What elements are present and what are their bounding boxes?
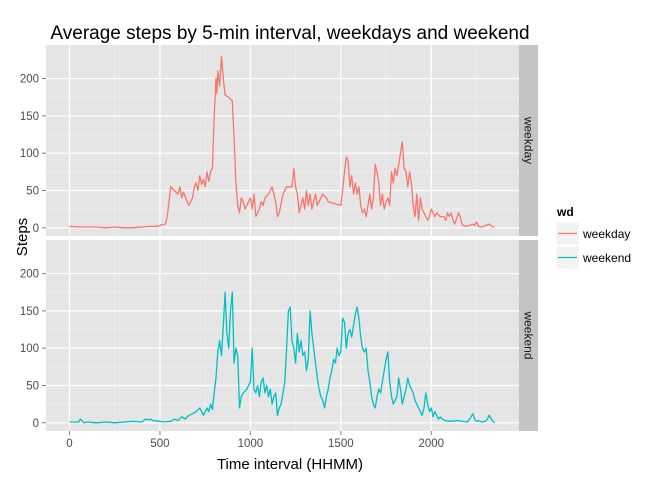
facet-strip-background	[519, 240, 538, 431]
y-axis-title: Steps	[14, 218, 31, 256]
legend-item-weekend: weekend	[555, 245, 631, 270]
x-tick-label: 1000	[238, 438, 264, 450]
facet-strip-weekday: weekday	[519, 45, 538, 236]
facet-strip-label: weekend	[522, 310, 536, 359]
y-tick-label: 100	[20, 148, 39, 160]
facet-strip-background	[519, 45, 538, 236]
facet-strip-label: weekday	[522, 116, 536, 164]
y-tick-label: 200	[20, 74, 39, 86]
x-tick-label: 500	[150, 438, 169, 450]
series-line-weekday	[69, 55, 495, 229]
x-tick-label: 0	[66, 438, 72, 450]
series-line-weekend	[69, 291, 496, 424]
y-tick-label: 0	[33, 418, 39, 430]
chart-panels: 0 50 100 150 200 weekday 0 50 100 150 200 weekend	[20, 45, 538, 431]
x-tick-label: 2000	[418, 438, 444, 450]
legend-title: wd	[556, 205, 574, 219]
facet-panel-weekend: 0 50 100 150 200 weekend	[20, 240, 538, 431]
y-tick-label: 50	[26, 380, 39, 392]
y-tick-label: 100	[20, 343, 39, 355]
y-tick-label: 150	[20, 111, 39, 123]
y-tick-label: 0	[33, 223, 39, 235]
panel-background	[46, 45, 519, 236]
y-tick-label: 50	[26, 185, 39, 197]
legend: wd weekday weekend	[555, 205, 631, 270]
chart-title: Average steps by 5-min interval, weekday…	[50, 23, 529, 44]
facet-strip-weekend: weekend	[519, 240, 538, 431]
x-axis: 0 500 1000 1500 2000	[66, 431, 444, 450]
y-tick-label: 150	[20, 306, 39, 318]
legend-label: weekday	[582, 227, 630, 241]
legend-label: weekend	[582, 251, 631, 265]
facet-panel-weekday: 0 50 100 150 200 weekday	[20, 45, 538, 236]
x-axis-title: Time interval (HHMM)	[217, 456, 363, 473]
y-tick-label: 200	[20, 269, 39, 281]
x-tick-label: 1500	[328, 438, 354, 450]
legend-item-weekday: weekday	[555, 221, 630, 246]
panel-background	[46, 240, 519, 431]
